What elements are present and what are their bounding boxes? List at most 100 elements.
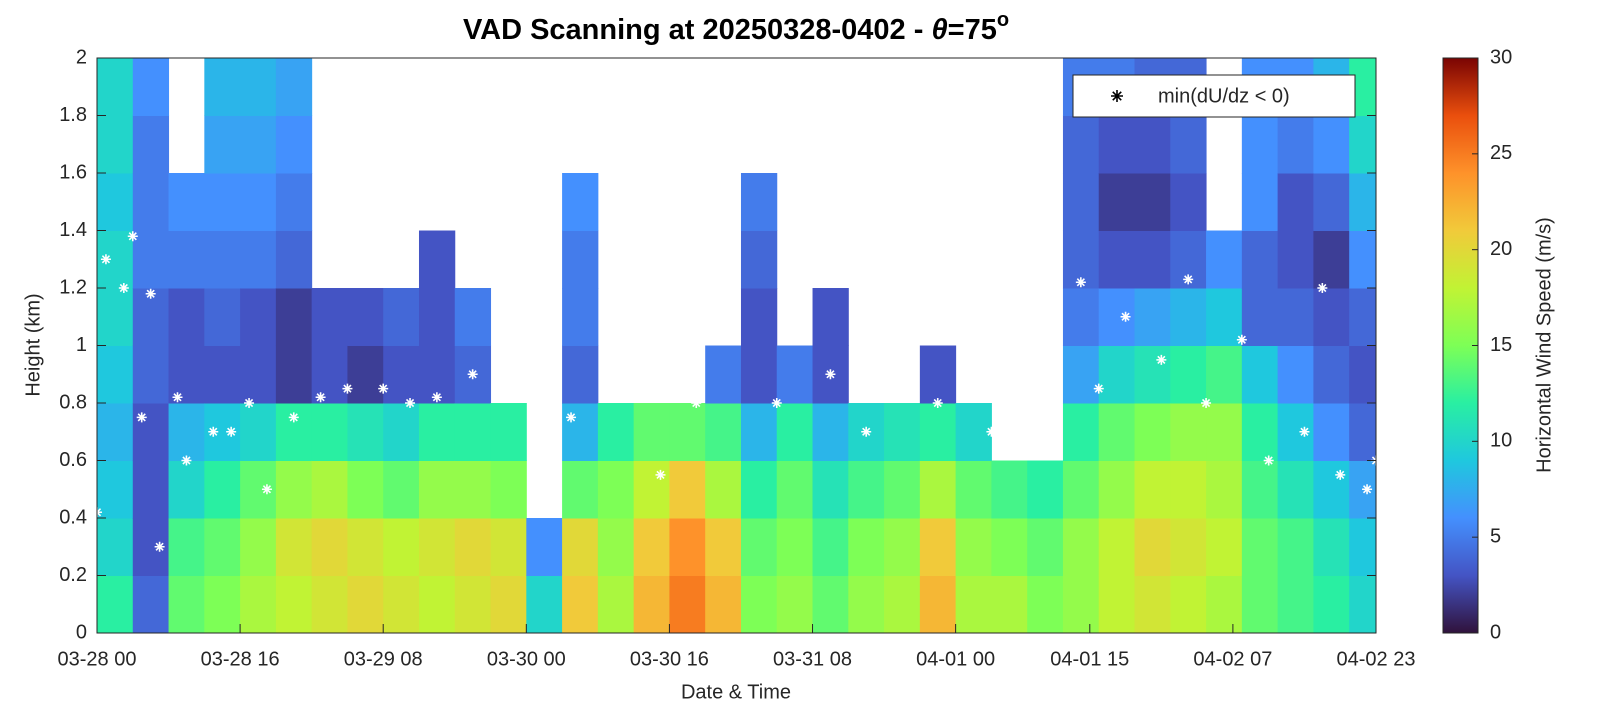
heatmap-cell xyxy=(132,173,170,231)
star-marker xyxy=(127,231,138,242)
heatmap-cell xyxy=(812,460,849,519)
heatmap-cell xyxy=(168,288,205,346)
heatmap-cell xyxy=(1098,518,1136,576)
heatmap-cell xyxy=(1277,173,1314,231)
heatmap-cell xyxy=(490,460,527,519)
heatmap-cell xyxy=(1027,575,1064,634)
heatmap-cell xyxy=(1134,460,1171,519)
heatmap-cell xyxy=(1098,345,1136,404)
heatmap-cell xyxy=(132,58,170,116)
star-marker xyxy=(208,426,219,437)
heatmap-cell xyxy=(1313,518,1350,576)
legend-box xyxy=(1072,74,1356,118)
heatmap-cell xyxy=(776,518,814,576)
scatter xyxy=(92,231,1381,552)
heatmap-cell xyxy=(1134,575,1171,634)
heatmap-cell xyxy=(848,575,885,634)
heatmap-cell xyxy=(776,403,814,461)
heatmap-cell xyxy=(1134,173,1171,231)
heatmap-cell xyxy=(275,575,313,634)
heatmap-cell xyxy=(740,403,778,461)
heatmap-cell xyxy=(240,575,277,634)
heatmap-cell xyxy=(705,403,742,461)
heatmap-cell xyxy=(1170,518,1207,576)
heatmap-cell xyxy=(168,173,205,231)
heatmap-cell xyxy=(1062,345,1100,404)
heatmap-cell xyxy=(705,575,742,634)
heatmap-cell xyxy=(848,518,885,576)
heatmap-cell xyxy=(383,345,420,404)
heatmap-cell xyxy=(383,403,420,461)
heatmap-cell xyxy=(275,403,313,461)
heatmap-cell xyxy=(669,575,706,634)
x-tick-label: 03-30 00 xyxy=(487,648,566,670)
heatmap-cell xyxy=(1313,288,1350,346)
x-tick-label: 03-31 08 xyxy=(773,648,852,670)
y-tick-label: 0.6 xyxy=(59,449,87,471)
heatmap-cell xyxy=(240,345,277,404)
heatmap-cell xyxy=(1349,173,1377,231)
y-tick-label: 2 xyxy=(76,46,87,68)
heatmap-cell xyxy=(919,575,957,634)
heatmap-cell xyxy=(562,173,599,231)
heatmap-cell xyxy=(991,518,1028,576)
heatmap-cell xyxy=(562,575,599,634)
star-marker xyxy=(431,392,442,403)
heatmap-cell xyxy=(1241,115,1279,174)
heatmap-cell xyxy=(991,460,1028,519)
heatmap-cell xyxy=(919,460,957,519)
star-marker xyxy=(1111,90,1123,102)
heatmap-cell xyxy=(633,575,670,634)
heatmap-cell xyxy=(669,460,706,519)
heatmap-cell xyxy=(776,575,814,634)
heatmap-cell xyxy=(597,460,635,519)
heatmap-cell xyxy=(633,460,670,519)
heatmap-cell xyxy=(597,518,635,576)
heatmap-cell xyxy=(204,230,241,289)
heatmap-cell xyxy=(418,288,456,346)
heatmap-cell xyxy=(919,345,957,404)
heatmap-cell xyxy=(418,230,456,289)
colorbar-tick-label: 10 xyxy=(1490,430,1512,452)
heatmap-cell xyxy=(275,115,313,174)
heatmap-cell xyxy=(1277,288,1314,346)
heatmap-cell xyxy=(1027,518,1064,576)
star-marker xyxy=(181,455,192,466)
heatmap-cell xyxy=(383,518,420,576)
star-marker xyxy=(172,392,183,403)
x-tick-label: 03-28 00 xyxy=(58,648,137,670)
star-marker xyxy=(610,369,621,380)
heatmap-cell xyxy=(418,403,456,461)
heatmap-cell xyxy=(240,58,277,116)
heatmap-cell xyxy=(1349,575,1377,634)
heatmap-cell xyxy=(776,460,814,519)
heatmap-cell xyxy=(1098,460,1136,519)
star-marker xyxy=(932,398,943,408)
star-marker xyxy=(244,398,255,408)
heatmap-cell xyxy=(168,575,205,634)
y-tick-label: 0.8 xyxy=(59,391,87,413)
heatmap-cell xyxy=(1313,403,1350,461)
heatmap-cell xyxy=(1062,403,1100,461)
star-marker xyxy=(378,383,389,394)
heatmap-cell xyxy=(1098,230,1136,289)
star-marker xyxy=(905,317,916,328)
star-marker xyxy=(691,398,702,408)
heatmap-cell xyxy=(97,345,134,404)
heatmap-cell xyxy=(204,288,241,346)
heatmap-cell xyxy=(562,288,599,346)
title-symbol: θ xyxy=(931,14,947,46)
heatmap-cell xyxy=(454,518,492,576)
star-marker xyxy=(467,369,478,380)
axes: 0 0.2 0.4 0.6 0.8 1 1.2 1.4 1.6 1.8 2 03-28 00 03-28… xyxy=(58,46,1513,670)
heatmap-cell xyxy=(1170,173,1207,231)
heatmap-cell xyxy=(204,575,241,634)
heatmap-cell xyxy=(168,518,205,576)
y-tick-label: 1.6 xyxy=(59,161,87,183)
heatmap-cell xyxy=(311,460,348,519)
heatmap-cell xyxy=(204,345,241,404)
heatmap-cell xyxy=(1277,115,1314,174)
star-marker xyxy=(145,288,156,299)
heatmap-cell xyxy=(1277,460,1314,519)
heatmap-cell xyxy=(275,460,313,519)
